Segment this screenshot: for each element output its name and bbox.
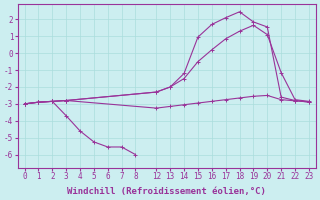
X-axis label: Windchill (Refroidissement éolien,°C): Windchill (Refroidissement éolien,°C): [67, 187, 266, 196]
